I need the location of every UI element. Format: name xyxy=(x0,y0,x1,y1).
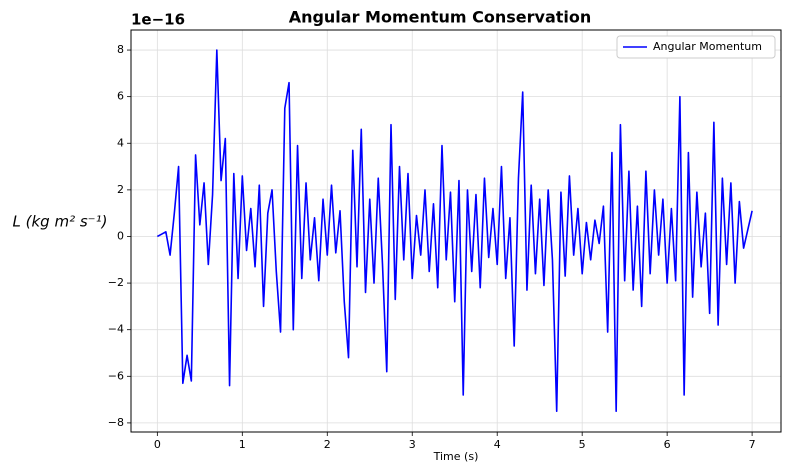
x-tick-label: 0 xyxy=(154,438,161,451)
legend-box xyxy=(616,35,776,59)
y-tick-label: −8 xyxy=(108,416,124,429)
y-tick-label: −4 xyxy=(108,323,124,336)
x-tick-label: 7 xyxy=(749,438,756,451)
data-line xyxy=(156,49,753,413)
x-tick-label: 1 xyxy=(239,438,246,451)
y-tick-label: 4 xyxy=(117,136,124,149)
x-tick-label: 4 xyxy=(494,438,501,451)
x-tick-label: 2 xyxy=(324,438,331,451)
y-tick-label: −2 xyxy=(108,276,124,289)
y-axis-label: L (kg m² s⁻¹) xyxy=(13,213,108,231)
y-tick-label: 8 xyxy=(117,43,124,56)
y-tick-label: −6 xyxy=(108,369,124,382)
y-tick-label: 6 xyxy=(117,90,124,103)
x-axis-label: Time (s) xyxy=(433,450,479,463)
chart-title: Angular Momentum Conservation xyxy=(289,8,592,27)
y-tick-label: 2 xyxy=(117,183,124,196)
plot-frame xyxy=(130,29,782,433)
y-tick-label: 0 xyxy=(117,229,124,242)
x-tick-label: 6 xyxy=(664,438,671,451)
x-tick-label: 5 xyxy=(579,438,586,451)
legend-label: Angular Momentum xyxy=(653,40,762,53)
offset-label: 1e−16 xyxy=(131,11,185,29)
x-tick-label: 3 xyxy=(409,438,416,451)
